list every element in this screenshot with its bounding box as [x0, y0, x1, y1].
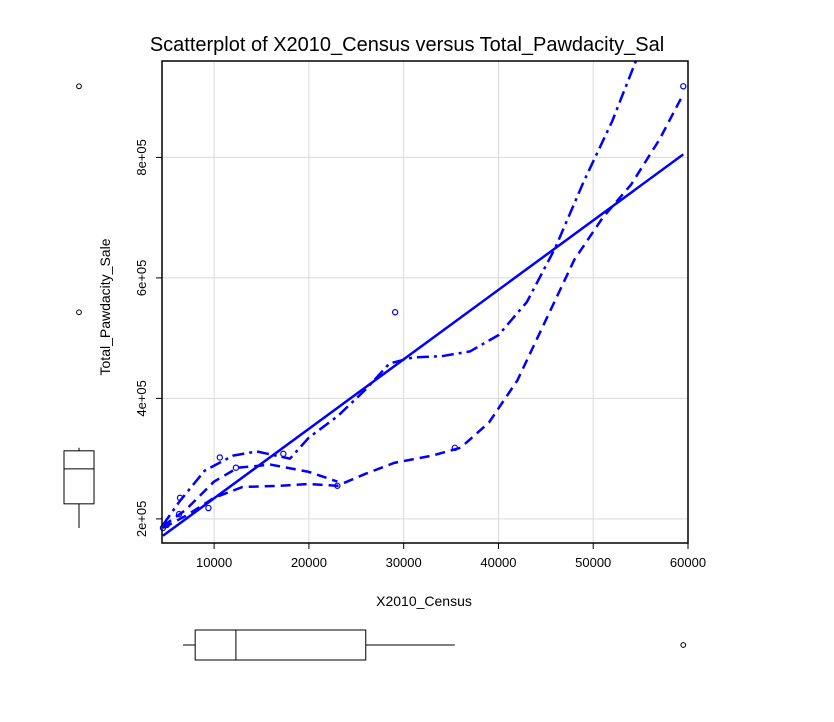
x-box-body [194, 629, 367, 661]
data-point [163, 521, 170, 529]
x-axis-title: X2010_Census [376, 593, 472, 609]
x-marginal-boxplot [183, 629, 687, 661]
y-box-body [63, 450, 95, 505]
data-point [280, 450, 287, 458]
data-point [334, 482, 341, 489]
x-tick-label: 40000 [480, 555, 516, 570]
y-tick-label: 4e+05 [134, 380, 149, 417]
x-tick-label: 20000 [291, 555, 327, 570]
data-point [232, 464, 240, 471]
y-box-outlier [76, 309, 82, 316]
x-box-outlier [680, 642, 687, 648]
y-axis: 2e+05 4e+05 6e+05 8e+05 [134, 139, 162, 537]
smooth-line-dashed [162, 93, 685, 530]
y-marginal-boxplot [63, 83, 95, 528]
data-point [391, 309, 399, 316]
smooth-line-dashed [162, 463, 338, 528]
x-tick-label: 60000 [670, 555, 706, 570]
grid-lines [162, 61, 689, 543]
smooth-line-dashdot [162, 61, 638, 526]
regression-line [162, 153, 685, 537]
data-point [176, 494, 184, 502]
x-axis: 10000 20000 30000 40000 50000 60000 [196, 543, 706, 570]
y-tick-label: 6e+05 [134, 260, 149, 297]
chart-title: Scatterplot of X2010_Census versus Total… [150, 34, 664, 56]
data-point [216, 454, 224, 461]
data-points [159, 83, 687, 532]
x-tick-label: 30000 [386, 555, 422, 570]
data-point [451, 444, 459, 452]
data-point [175, 510, 183, 518]
y-tick-label: 8e+05 [134, 139, 149, 176]
data-point [205, 504, 212, 512]
y-tick-label: 2e+05 [134, 501, 149, 538]
y-box-outlier [76, 83, 82, 90]
x-tick-label: 10000 [196, 555, 232, 570]
fit-lines [162, 61, 685, 537]
plot-frame [161, 60, 689, 544]
data-point [680, 83, 687, 90]
y-axis-title: Total_Pawdacity_Sale [97, 238, 113, 375]
x-tick-label: 50000 [575, 555, 611, 570]
data-point [159, 524, 167, 532]
